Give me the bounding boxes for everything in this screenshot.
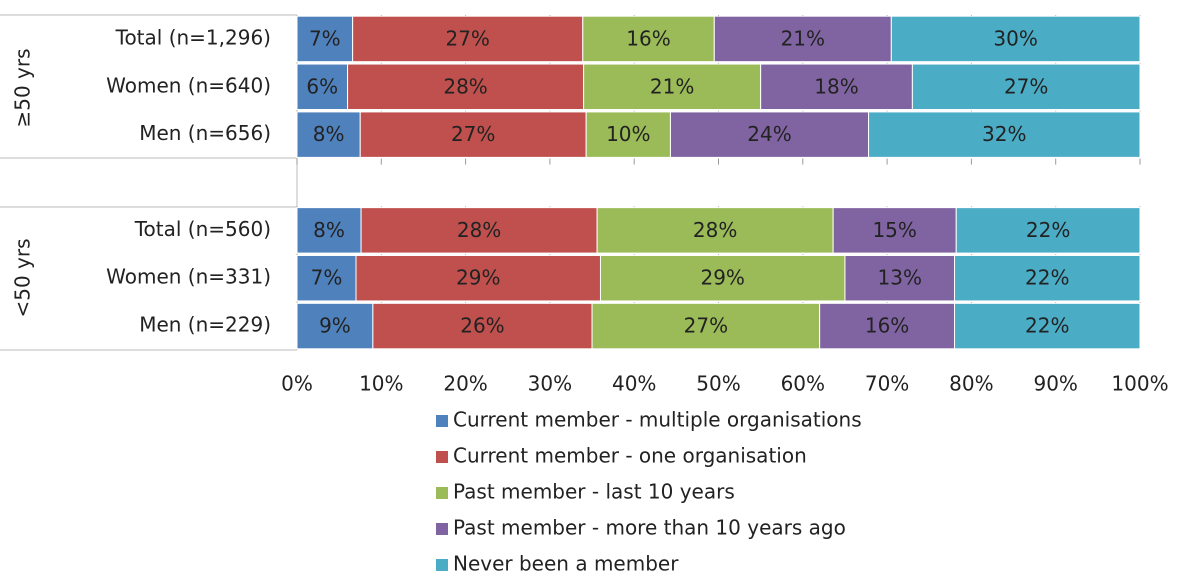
bar-segment xyxy=(359,111,587,158)
data-label: 27% xyxy=(684,314,728,338)
x-tick-label: 40% xyxy=(612,372,656,396)
bar-segment xyxy=(355,254,601,302)
y-tick-label: Men (n=229) xyxy=(139,313,271,337)
bar-segment xyxy=(296,302,374,350)
data-label: 22% xyxy=(1025,314,1069,338)
x-tick-label: 60% xyxy=(781,372,825,396)
legend-label: Past member - last 10 years xyxy=(453,480,735,504)
data-label: 24% xyxy=(747,122,791,146)
data-label: 10% xyxy=(606,122,650,146)
x-tick-label: 70% xyxy=(865,372,909,396)
data-label: 21% xyxy=(650,74,694,98)
group-label: ≥50 yrs xyxy=(11,48,35,127)
x-tick-label: 10% xyxy=(359,372,403,396)
data-label: 30% xyxy=(993,26,1037,50)
data-label: 28% xyxy=(457,218,501,242)
data-label: 27% xyxy=(1004,74,1048,98)
bar-segment xyxy=(890,15,1141,63)
x-tick-label: 90% xyxy=(1033,372,1077,396)
data-label: 13% xyxy=(878,266,922,290)
bar-segment xyxy=(582,15,715,63)
y-tick-label: Women (n=331) xyxy=(106,265,271,289)
bar-segment xyxy=(296,207,362,254)
bar-segment xyxy=(760,63,913,111)
bar-segment xyxy=(296,254,357,302)
legend-swatch xyxy=(436,559,448,571)
bar-segment xyxy=(911,63,1141,111)
bar-segment xyxy=(296,15,354,63)
x-tick-label: 50% xyxy=(696,372,740,396)
data-label: 27% xyxy=(445,26,489,50)
x-tick-label: 0% xyxy=(281,372,313,396)
legend-swatch xyxy=(436,523,448,535)
legend-swatch xyxy=(436,451,448,463)
data-label: 29% xyxy=(456,266,500,290)
bar-segment xyxy=(596,207,834,254)
data-label: 8% xyxy=(313,122,345,146)
data-label: 26% xyxy=(460,314,504,338)
bar-segment xyxy=(372,302,593,350)
y-tick-label: Total (n=560) xyxy=(134,217,271,241)
legend-label: Never been a member xyxy=(453,552,679,575)
bar-segment xyxy=(832,207,957,254)
data-label: 22% xyxy=(1025,266,1069,290)
legend-swatch xyxy=(436,415,448,427)
bar-segment xyxy=(819,302,956,350)
legend-label: Current member - multiple organisations xyxy=(453,408,862,432)
data-label: 9% xyxy=(319,314,351,338)
legend-label: Past member - more than 10 years ago xyxy=(453,516,846,540)
data-label: 16% xyxy=(865,314,909,338)
legend-label: Current member - one organisation xyxy=(453,444,807,468)
bar-segment xyxy=(713,15,892,63)
data-label: 22% xyxy=(1026,218,1070,242)
bar-segment xyxy=(585,111,671,158)
bar-segment xyxy=(868,111,1141,158)
data-label: 8% xyxy=(313,218,345,242)
data-label: 28% xyxy=(693,218,737,242)
x-tick-label: 100% xyxy=(1111,372,1168,396)
data-label: 15% xyxy=(872,218,916,242)
data-label: 18% xyxy=(814,74,858,98)
bar-segment xyxy=(669,111,870,158)
bar-segment xyxy=(583,63,762,111)
bar-segment xyxy=(599,254,846,302)
bar-segment xyxy=(954,254,1141,302)
bar-segment xyxy=(955,207,1141,254)
data-label: 28% xyxy=(443,74,487,98)
bar-segment xyxy=(352,15,584,63)
group-label: <50 yrs xyxy=(11,238,35,317)
data-label: 32% xyxy=(982,122,1026,146)
x-tick-label: 80% xyxy=(949,372,993,396)
legend-swatch xyxy=(436,487,448,499)
bar-segment xyxy=(591,302,821,350)
bar-segment xyxy=(954,302,1141,350)
data-label: 7% xyxy=(311,266,343,290)
bar-segment xyxy=(296,63,349,111)
x-tick-label: 20% xyxy=(443,372,487,396)
x-tick-label: 30% xyxy=(528,372,572,396)
data-label: 21% xyxy=(781,26,825,50)
y-tick-label: Total (n=1,296) xyxy=(115,25,271,49)
y-tick-label: Men (n=656) xyxy=(139,121,271,145)
bar-segment xyxy=(360,207,598,254)
data-label: 29% xyxy=(700,266,744,290)
data-label: 16% xyxy=(626,26,670,50)
y-tick-label: Women (n=640) xyxy=(106,73,271,97)
bar-segment xyxy=(347,63,585,111)
bar-segment xyxy=(296,111,361,158)
data-label: 7% xyxy=(309,26,341,50)
bar-segment xyxy=(844,254,956,302)
data-label: 6% xyxy=(306,74,338,98)
data-label: 27% xyxy=(451,122,495,146)
